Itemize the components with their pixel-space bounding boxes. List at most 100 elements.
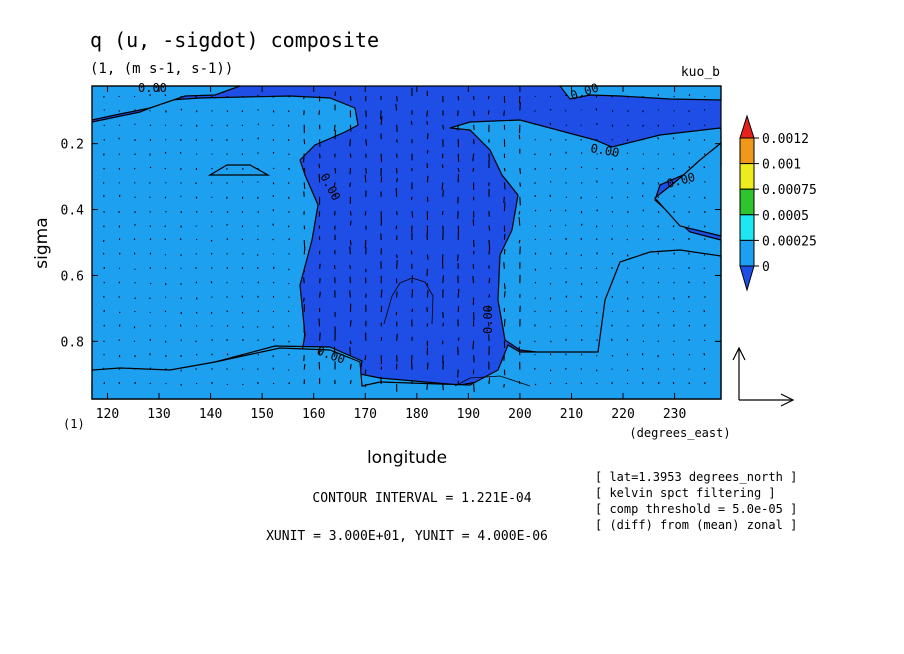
vector-arrow [657,267,660,270]
vector-arrow [134,196,136,199]
vector-arrow [165,355,167,357]
vector-arrow [303,182,306,190]
vector-arrow [518,380,521,385]
vector-arrow [226,196,228,199]
colorbar-label: 0.00025 [762,234,817,249]
vector-arrow [195,267,197,270]
vector-arrow [380,116,383,125]
vector-arrow [288,167,290,170]
vector-arrow [365,167,367,174]
vector-arrow [503,167,506,172]
vector-arrow [595,108,598,111]
vector-arrow [565,124,568,126]
x-axis-units: (degrees_east) [629,426,730,440]
vector-arrow [164,238,167,241]
vector-arrow [180,108,183,111]
vector-arrow [102,252,105,255]
vector-arrow [410,120,413,125]
vector-arrow [642,167,645,170]
vector-arrow [534,153,536,156]
vector-arrow [318,318,321,327]
vector-arrow [134,297,136,300]
vector-arrow [349,211,352,216]
vector-arrow [242,252,244,255]
vector-arrow [103,382,106,385]
vector-arrow [672,353,675,356]
chart-title: q (u, -sigdot) composite [90,28,379,52]
vector-arrow [534,281,537,284]
vector-arrow [319,291,321,298]
colorbar-segment [739,163,755,190]
vector-arrow [256,267,259,269]
colorbar-segment [739,188,755,216]
colorbar-segment [739,137,755,165]
vector-arrow [195,340,197,343]
vector-arrow [165,182,167,184]
vector-arrow [518,239,521,244]
vector-arrow [210,182,213,184]
vector-arrow [565,295,568,298]
vector-arrow [179,151,182,154]
vector-arrow [703,267,706,270]
vector-arrow [596,209,599,212]
vector-arrow [657,311,659,314]
vector-arrow [396,254,398,258]
vector-arrow [165,368,167,370]
run-tag: kuo_b [681,65,720,80]
vector-arrow [133,340,136,342]
vector-arrow [149,297,151,300]
vector-arrow [688,225,690,227]
vector-arrow [272,124,274,127]
vector-arrow [103,138,106,141]
chart-subtitle: (1, (m s-1, s-1)) [90,61,233,77]
vector-arrow [256,254,259,256]
colorbar: 0.0012 0.001 0.00075 0.0005 0.00025 0 [739,114,817,292]
colorbar-segment [739,239,755,267]
x-axis: 120 130 140 150 160 170 180 190 200 210 220 230 [96,86,686,422]
note-filtering: [ kelvin spct filtering ] [595,486,776,500]
vector-arrow [211,381,213,385]
vector-arrow [334,130,337,140]
vector-arrow [242,326,244,328]
vector-arrow [411,211,414,218]
vector-arrow [349,380,352,385]
vector-arrow [457,211,459,219]
vector-arrow [534,225,537,228]
vector-arrow [611,110,614,112]
vector-arrow [703,353,706,356]
vector-arrow [457,337,460,341]
vector-arrow [503,262,505,269]
vector-arrow [333,346,336,356]
x-tick-label: 200 [508,407,531,422]
vector-arrow [672,238,675,241]
vector-arrow [180,297,183,300]
vector-arrow [349,239,352,246]
vector-arrow [210,239,213,242]
vector-arrow [442,190,444,197]
vector-arrow [349,220,352,226]
vector-arrow [288,95,291,98]
x-tick-label: 140 [199,407,222,422]
vector-arrow [565,196,568,199]
vector-arrow [627,110,629,113]
vector-arrow [365,139,368,146]
vector-arrow [118,311,121,314]
vector-field [102,87,706,393]
vector-arrow [472,275,475,284]
vector-arrow [611,167,614,171]
vector-arrow [673,340,675,343]
vector-arrow [703,310,706,313]
vector-arrow [349,182,351,187]
vector-arrow [333,124,336,132]
vector-arrow [118,137,120,140]
vector-arrow [565,252,568,255]
y-tick-label: 0.8 [61,335,84,350]
vector-arrow [641,296,644,298]
vector-arrow [303,277,305,284]
vector-arrow [272,223,274,226]
vector-arrow [226,210,229,213]
vector-arrow [164,225,167,228]
light-region-lower [91,249,722,400]
vector-arrow [349,246,351,255]
